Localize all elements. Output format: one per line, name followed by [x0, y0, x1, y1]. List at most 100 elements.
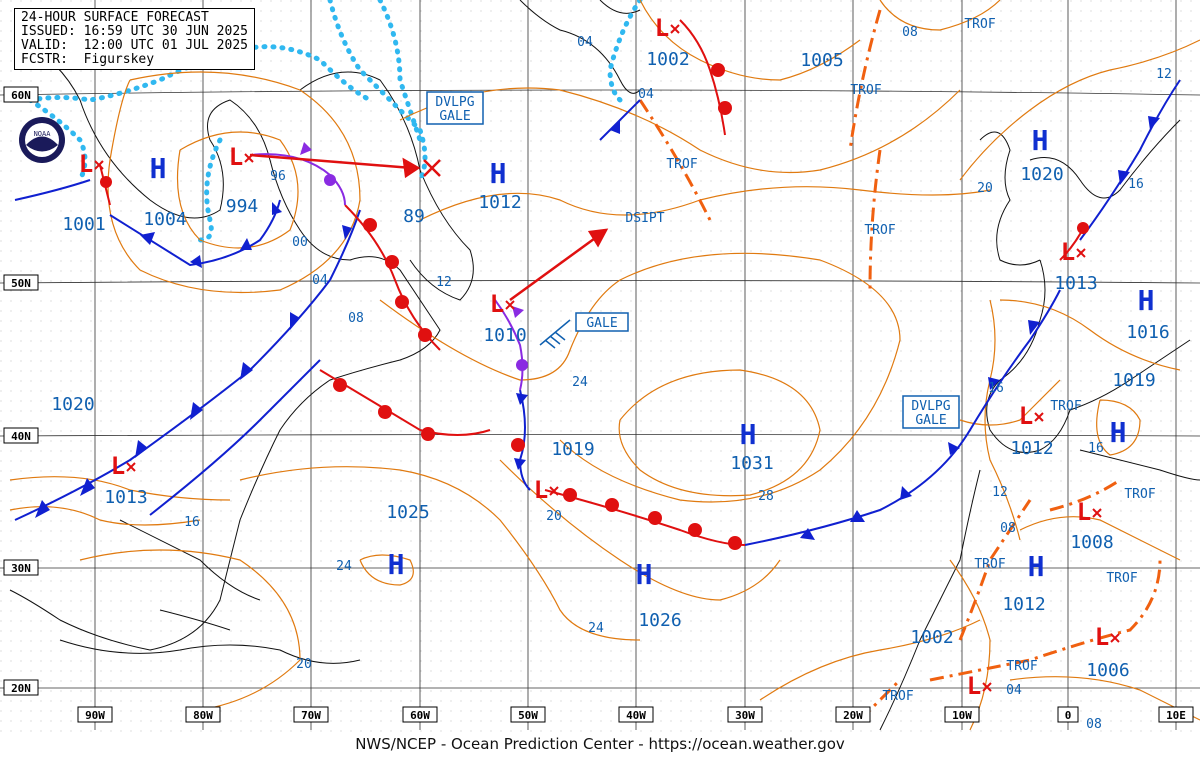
low-pressure-centers: L 1001 L 994 L 1002 L 1010 L 1019 L 1013… [62, 14, 1129, 700]
isobar-label: 12 [992, 485, 1008, 500]
high-symbol: H [1110, 416, 1127, 449]
latitude-label-text: 60N [11, 89, 31, 102]
coastlines [9, 0, 1200, 731]
isobar-label: 08 [902, 25, 918, 40]
latitude-label: 40N [3, 427, 39, 444]
longitude-label: 30W [727, 706, 763, 723]
trof-label: TROF [1050, 399, 1081, 414]
warm-front-bumps [100, 63, 1089, 550]
low-center-marker-icon [505, 300, 515, 310]
longitude-label: 10E [1158, 706, 1194, 723]
low-center-marker-icon [670, 24, 680, 34]
isobar-label: 24 [336, 559, 352, 574]
low-center-marker-icon [1092, 508, 1102, 518]
longitude-label-text: 10W [952, 709, 972, 722]
low-pressure-value: 1008 [1070, 532, 1113, 553]
low-pressure-value: 1002 [910, 627, 953, 648]
low-symbol: L [1095, 623, 1109, 651]
longitude-label-text: 70W [301, 709, 321, 722]
trof-label: TROF [964, 17, 995, 32]
latitude-label-text: 30N [11, 562, 31, 575]
latitude-label-text: 50N [11, 277, 31, 290]
longitude-label-text: 60W [410, 709, 430, 722]
longitude-label-text: 10E [1166, 709, 1186, 722]
longitude-label-text: 30W [735, 709, 755, 722]
isobar-label: 28 [758, 489, 774, 504]
latitude-label-text: 40N [11, 430, 31, 443]
logo-text: NOAA [34, 130, 52, 138]
high-symbol: H [636, 558, 653, 591]
low-symbol: L [534, 476, 548, 504]
high-symbol: H [1032, 124, 1049, 157]
longitude-label: 80W [185, 706, 221, 723]
wind-barb-icon [539, 319, 571, 349]
header-forecaster: FCSTR: Figurskey [21, 52, 155, 67]
dsipt-label: DSIPT [625, 211, 664, 226]
isobar-label: 24 [572, 375, 588, 390]
high-pressure-value: 1012 [1002, 594, 1045, 615]
storm-tracks [249, 153, 609, 302]
isobar-label: 20 [977, 181, 993, 196]
latitude-label: 50N [3, 274, 39, 291]
high-pressure-centers: H 1004 H 1012 H 1031 H 1026 H 1025 H 102… [143, 124, 1169, 631]
longitude-label-text: 80W [193, 709, 213, 722]
isobar-label: 08 [348, 311, 364, 326]
warning-gale: GALE [915, 413, 946, 428]
trof-label: TROF [882, 689, 913, 704]
low-pressure-value: 1013 [104, 487, 147, 508]
cold-front-barbs [35, 116, 1160, 540]
longitude-label: 90W [77, 706, 113, 723]
isobar-label: 16 [184, 515, 200, 530]
low-center-marker-icon [126, 462, 136, 472]
feature-labels: TROF TROF TROF TROF TROF TROF TROF TROF … [625, 17, 1155, 704]
low-pressure-value: 1006 [1086, 660, 1129, 681]
header-valid: VALID: 12:00 UTC 01 JUL 2025 [21, 38, 248, 53]
isobar-label: 16 [1088, 441, 1104, 456]
isobar-label: 24 [588, 621, 604, 636]
pressure-value: 1005 [800, 50, 843, 71]
credit-line: NWS/NCEP - Ocean Prediction Center - htt… [355, 735, 845, 753]
warning-dvlpg: DVLPG [435, 95, 474, 110]
low-symbol: L [1019, 402, 1033, 430]
high-symbol: H [490, 157, 507, 190]
high-symbol: H [1028, 550, 1045, 583]
latitude-label: 60N [3, 86, 39, 103]
longitude-label-text: 20W [843, 709, 863, 722]
high-pressure-value: 1025 [386, 502, 429, 523]
low-center-marker-icon [982, 682, 992, 692]
low-center-marker-icon [549, 486, 559, 496]
longitude-labels: 90W 80W 70W 60W 50W 40W 30W 20W 10W 0 10E [77, 706, 1194, 723]
low-symbol: L [111, 452, 125, 480]
low-symbol: L [490, 290, 504, 318]
latitude-label-text: 20N [11, 682, 31, 695]
longitude-label: 0 [1057, 706, 1079, 723]
pressure-value: 89 [403, 206, 425, 227]
occluded-front-symbols [300, 142, 528, 371]
trof-label: TROF [1106, 571, 1137, 586]
latitude-label: 30N [3, 559, 39, 576]
high-pressure-value: 1019 [1112, 370, 1155, 391]
high-pressure-value: 1026 [638, 610, 681, 631]
isobar-label: 16 [1128, 177, 1144, 192]
trof-label: TROF [666, 157, 697, 172]
high-pressure-value: 1016 [1126, 322, 1169, 343]
low-symbol: L [655, 14, 669, 42]
longitude-label: 70W [293, 706, 329, 723]
latitude-label: 20N [3, 679, 39, 696]
low-symbol: L [1061, 238, 1075, 266]
low-center-marker-icon [244, 153, 254, 163]
trof-label: TROF [850, 83, 881, 98]
isobar-label: 08 [1000, 521, 1016, 536]
longitude-label: 50W [510, 706, 546, 723]
high-symbol: H [150, 152, 167, 185]
high-pressure-value: 1004 [143, 209, 186, 230]
isobar-label: 12 [1156, 67, 1172, 82]
isobar-label-extra: 16 [1088, 441, 1104, 456]
warning-gale: GALE [586, 316, 617, 331]
high-symbol: H [1138, 284, 1155, 317]
low-center-marker-icon [94, 160, 104, 170]
isobar-label: 12 [436, 275, 452, 290]
longitude-label-text: 50W [518, 709, 538, 722]
low-pressure-value: 1013 [1054, 273, 1097, 294]
forecast-header: 24-HOUR SURFACE FORECAST ISSUED: 16:59 UT… [14, 8, 255, 70]
